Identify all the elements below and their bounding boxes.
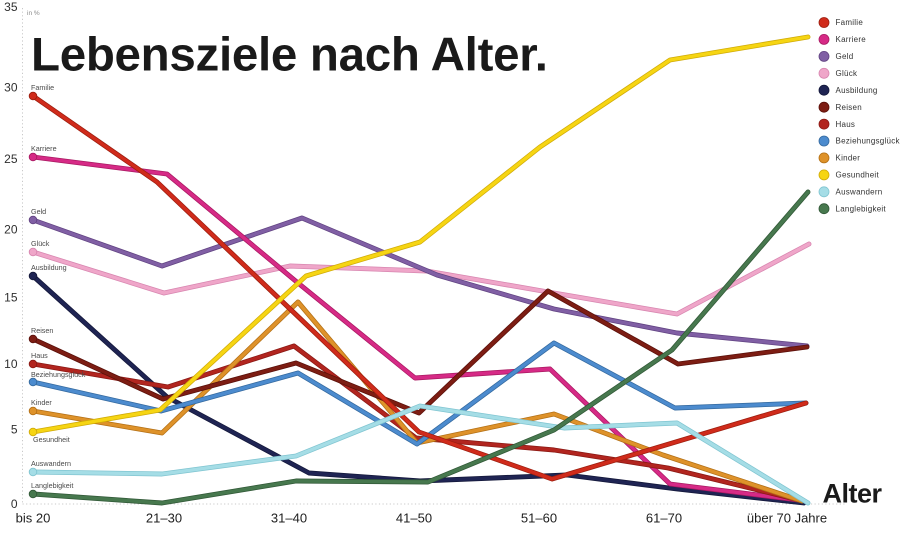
svg-text:Karriere: Karriere	[836, 35, 867, 44]
svg-text:Familie: Familie	[31, 83, 54, 92]
svg-text:5: 5	[11, 423, 18, 437]
svg-text:Glück: Glück	[836, 69, 858, 78]
svg-text:Karriere: Karriere	[31, 144, 57, 153]
svg-text:Langlebigkeit: Langlebigkeit	[836, 204, 887, 213]
svg-text:Lebensziele nach Alter.: Lebensziele nach Alter.	[31, 29, 548, 82]
svg-text:0: 0	[11, 497, 18, 511]
svg-text:Auswandern: Auswandern	[836, 188, 883, 197]
svg-text:Familie: Familie	[836, 18, 864, 27]
svg-text:Beziehungsglück: Beziehungsglück	[836, 137, 901, 146]
svg-text:Gesundheit: Gesundheit	[33, 435, 70, 444]
svg-text:Reisen: Reisen	[31, 326, 53, 335]
svg-text:Auswandern: Auswandern	[31, 459, 71, 468]
svg-text:Langlebigkeit: Langlebigkeit	[31, 481, 73, 490]
svg-text:Ausbildung: Ausbildung	[836, 86, 878, 95]
svg-text:Haus: Haus	[836, 120, 856, 129]
svg-text:über 70 Jahre: über 70 Jahre	[747, 511, 827, 526]
svg-text:25: 25	[4, 152, 18, 166]
svg-text:41–50: 41–50	[396, 511, 432, 526]
svg-text:61–70: 61–70	[646, 511, 682, 526]
svg-text:Haus: Haus	[31, 351, 48, 360]
svg-text:Gesundheit: Gesundheit	[836, 171, 880, 180]
svg-text:35: 35	[4, 0, 18, 14]
svg-text:Geld: Geld	[31, 207, 46, 216]
svg-text:10: 10	[4, 357, 18, 371]
svg-text:20: 20	[4, 223, 18, 237]
svg-text:Kinder: Kinder	[31, 398, 52, 407]
svg-text:Geld: Geld	[836, 52, 854, 61]
svg-text:bis 20: bis 20	[16, 511, 51, 526]
svg-text:Ausbildung: Ausbildung	[31, 263, 67, 272]
svg-text:30: 30	[4, 81, 18, 95]
svg-text:Glück: Glück	[31, 239, 50, 248]
svg-text:Reisen: Reisen	[836, 103, 862, 112]
svg-text:Beziehungsglück: Beziehungsglück	[31, 370, 86, 379]
svg-text:21–30: 21–30	[146, 511, 182, 526]
svg-text:15: 15	[4, 291, 18, 305]
svg-text:51–60: 51–60	[521, 511, 557, 526]
svg-text:Alter: Alter	[823, 479, 883, 509]
svg-text:Kinder: Kinder	[836, 154, 861, 163]
svg-text:in %: in %	[27, 10, 40, 17]
svg-text:31–40: 31–40	[271, 511, 307, 526]
